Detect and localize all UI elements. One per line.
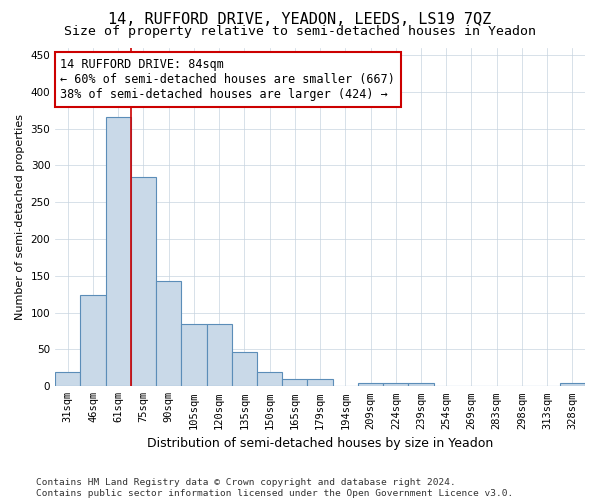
Bar [181,324,206,386]
Text: Size of property relative to semi-detached houses in Yeadon: Size of property relative to semi-detach… [64,25,536,38]
Bar [106,118,131,386]
Y-axis label: Number of semi-detached properties: Number of semi-detached properties [15,114,25,320]
Bar [80,295,106,386]
Bar [307,379,332,386]
Text: 14 RUFFORD DRIVE: 84sqm
← 60% of semi-detached houses are smaller (667)
38% of s: 14 RUFFORD DRIVE: 84sqm ← 60% of semi-de… [61,58,395,100]
Bar [257,372,282,386]
Text: 14, RUFFORD DRIVE, YEADON, LEEDS, LS19 7QZ: 14, RUFFORD DRIVE, YEADON, LEEDS, LS19 7… [109,12,491,26]
Bar [409,384,434,386]
Bar [383,382,409,386]
Bar [156,281,181,386]
Bar [131,177,156,386]
Bar [232,352,257,386]
Bar [55,372,80,386]
Bar [206,324,232,386]
Text: Contains HM Land Registry data © Crown copyright and database right 2024.
Contai: Contains HM Land Registry data © Crown c… [36,478,513,498]
Bar [560,384,585,386]
Bar [358,384,383,386]
Bar [282,379,307,386]
X-axis label: Distribution of semi-detached houses by size in Yeadon: Distribution of semi-detached houses by … [147,437,493,450]
